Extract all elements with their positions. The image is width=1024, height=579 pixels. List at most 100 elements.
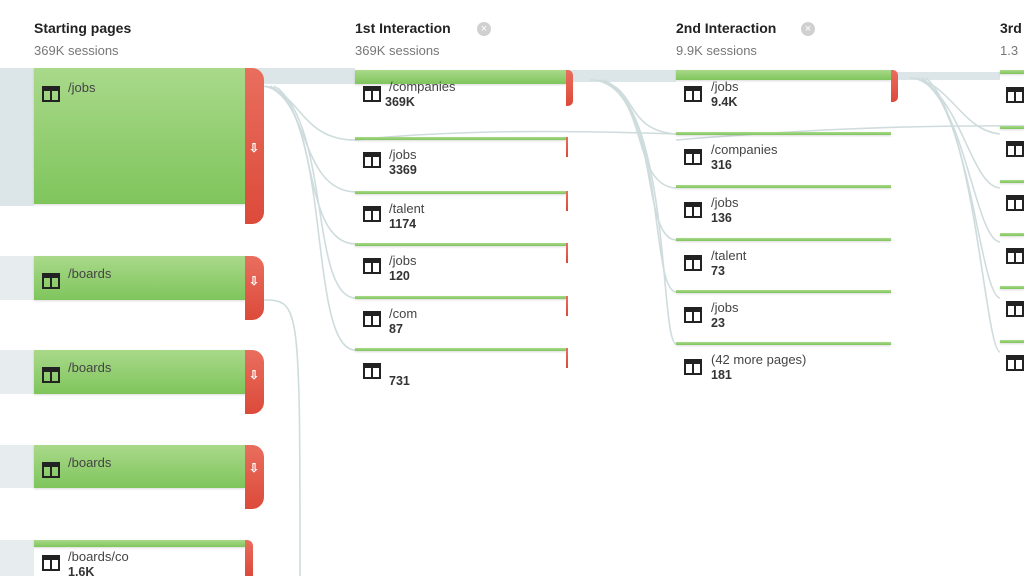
page-template-icon [684, 202, 702, 218]
node-label: /jobs [711, 79, 739, 94]
node-bar [355, 348, 566, 351]
node-count: 120 [389, 269, 410, 283]
node-bar [1000, 70, 1024, 74]
flow-line [921, 77, 1001, 299]
interaction-node[interactable]: /com 87 [355, 296, 573, 340]
flow-band [890, 72, 1000, 80]
flow-band [245, 68, 355, 84]
interaction-node[interactable]: /talent 1174 [355, 191, 573, 235]
node-bar [1000, 286, 1024, 289]
interaction-node[interactable]: 731 [355, 348, 573, 392]
interaction-node[interactable] [1000, 286, 1024, 326]
page-template-icon [42, 86, 60, 102]
starting-page-node[interactable]: ⇩ /boards [34, 350, 264, 414]
node-bar [676, 342, 891, 345]
dropoff-bar[interactable]: ⇩ [245, 256, 264, 320]
interaction-node[interactable] [1000, 70, 1024, 110]
dropoff-bar[interactable] [566, 70, 573, 106]
dropoff-bar[interactable] [566, 137, 568, 157]
flow-line [273, 85, 356, 299]
node-bar [676, 70, 891, 80]
node-count: 1174 [389, 217, 417, 231]
interaction-node[interactable] [1000, 233, 1024, 273]
flow-band [0, 350, 34, 394]
starting-page-node[interactable]: ⇩ /jobs [34, 68, 264, 224]
interaction-node[interactable]: /jobs 136 [676, 185, 902, 229]
dropoff-bar[interactable] [566, 191, 568, 211]
interaction-node[interactable] [1000, 126, 1024, 166]
column-sessions: 9.9K sessions [676, 43, 757, 58]
node-bar [355, 191, 566, 194]
node-bar [355, 296, 566, 299]
dropoff-bar[interactable] [566, 243, 568, 263]
interaction-node[interactable] [1000, 180, 1024, 220]
page-template-icon [1006, 87, 1024, 103]
down-arrow-icon: ⇩ [249, 368, 260, 382]
interaction-node[interactable] [1000, 340, 1024, 380]
starting-page-node[interactable]: ⇩ /boards [34, 445, 264, 509]
interaction-node[interactable]: /jobs 23 [676, 290, 902, 334]
node-bar [355, 70, 566, 84]
node-count: 181 [711, 368, 732, 382]
page-template-icon [42, 462, 60, 478]
close-circle-icon[interactable]: × [801, 22, 815, 36]
node-label: /boards [68, 455, 112, 470]
node-count: 136 [711, 211, 732, 225]
column-title: Starting pages [34, 20, 132, 36]
dropoff-bar[interactable]: ⇩ [245, 68, 264, 224]
node-bar [34, 350, 245, 394]
flow-line [607, 81, 677, 345]
dropoff-bar[interactable]: ⇩ [245, 445, 264, 509]
interaction-node[interactable]: /jobs 120 [355, 243, 573, 287]
page-template-icon [363, 206, 381, 222]
node-label: /boards [68, 360, 112, 375]
page-template-icon [684, 86, 702, 102]
flow-line [261, 299, 301, 576]
node-count: 73 [711, 264, 725, 278]
flow-band [0, 256, 34, 300]
flow-band [567, 70, 676, 82]
interaction-node[interactable]: /companies 369K [355, 70, 573, 110]
node-count: 369K [385, 95, 415, 109]
page-template-icon [1006, 248, 1024, 264]
dropoff-bar[interactable] [891, 70, 898, 102]
interaction-node[interactable]: (42 more pages) 181 [676, 342, 902, 386]
node-bar [34, 256, 245, 300]
down-arrow-icon: ⇩ [249, 141, 260, 155]
close-circle-icon[interactable]: × [477, 22, 491, 36]
node-bar [355, 137, 566, 140]
page-template-icon [684, 307, 702, 323]
node-label: /jobs [389, 147, 417, 162]
node-label: /com [389, 306, 418, 321]
column-header-starting-pages: Starting pages 369K sessions [34, 20, 131, 58]
node-label: /jobs [68, 80, 96, 95]
page-template-icon [42, 367, 60, 383]
flow-band [0, 68, 34, 206]
interaction-node[interactable]: /talent 73 [676, 238, 902, 282]
flow-band [0, 540, 34, 576]
interaction-node[interactable]: /companies 316 [676, 132, 902, 176]
page-template-icon [1006, 195, 1024, 211]
node-label: /talent [389, 201, 425, 216]
flow-line [675, 125, 1024, 141]
down-arrow-icon: ⇩ [249, 461, 260, 475]
interaction-node[interactable]: /jobs 3369 [355, 137, 573, 181]
column-header-1st-interaction: 1st Interaction 369K sessions [355, 20, 451, 58]
interaction-node[interactable]: /jobs 9.4K [676, 70, 902, 110]
node-bar [1000, 180, 1024, 183]
node-label: /jobs [389, 253, 417, 268]
dropoff-bar[interactable] [245, 540, 253, 576]
dropoff-bar[interactable]: ⇩ [245, 350, 264, 414]
node-bar [355, 243, 566, 246]
dropoff-bar[interactable] [566, 296, 568, 316]
page-template-icon [363, 258, 381, 274]
flow-line [917, 77, 1001, 243]
dropoff-bar[interactable] [566, 348, 568, 368]
starting-page-node[interactable]: /boards/co 1.6K [34, 540, 264, 579]
node-count: 87 [389, 322, 403, 336]
node-count: 3369 [389, 163, 417, 177]
starting-page-node[interactable]: ⇩ /boards [34, 256, 264, 320]
node-label: /companies [711, 142, 778, 157]
flow-line [261, 85, 356, 141]
